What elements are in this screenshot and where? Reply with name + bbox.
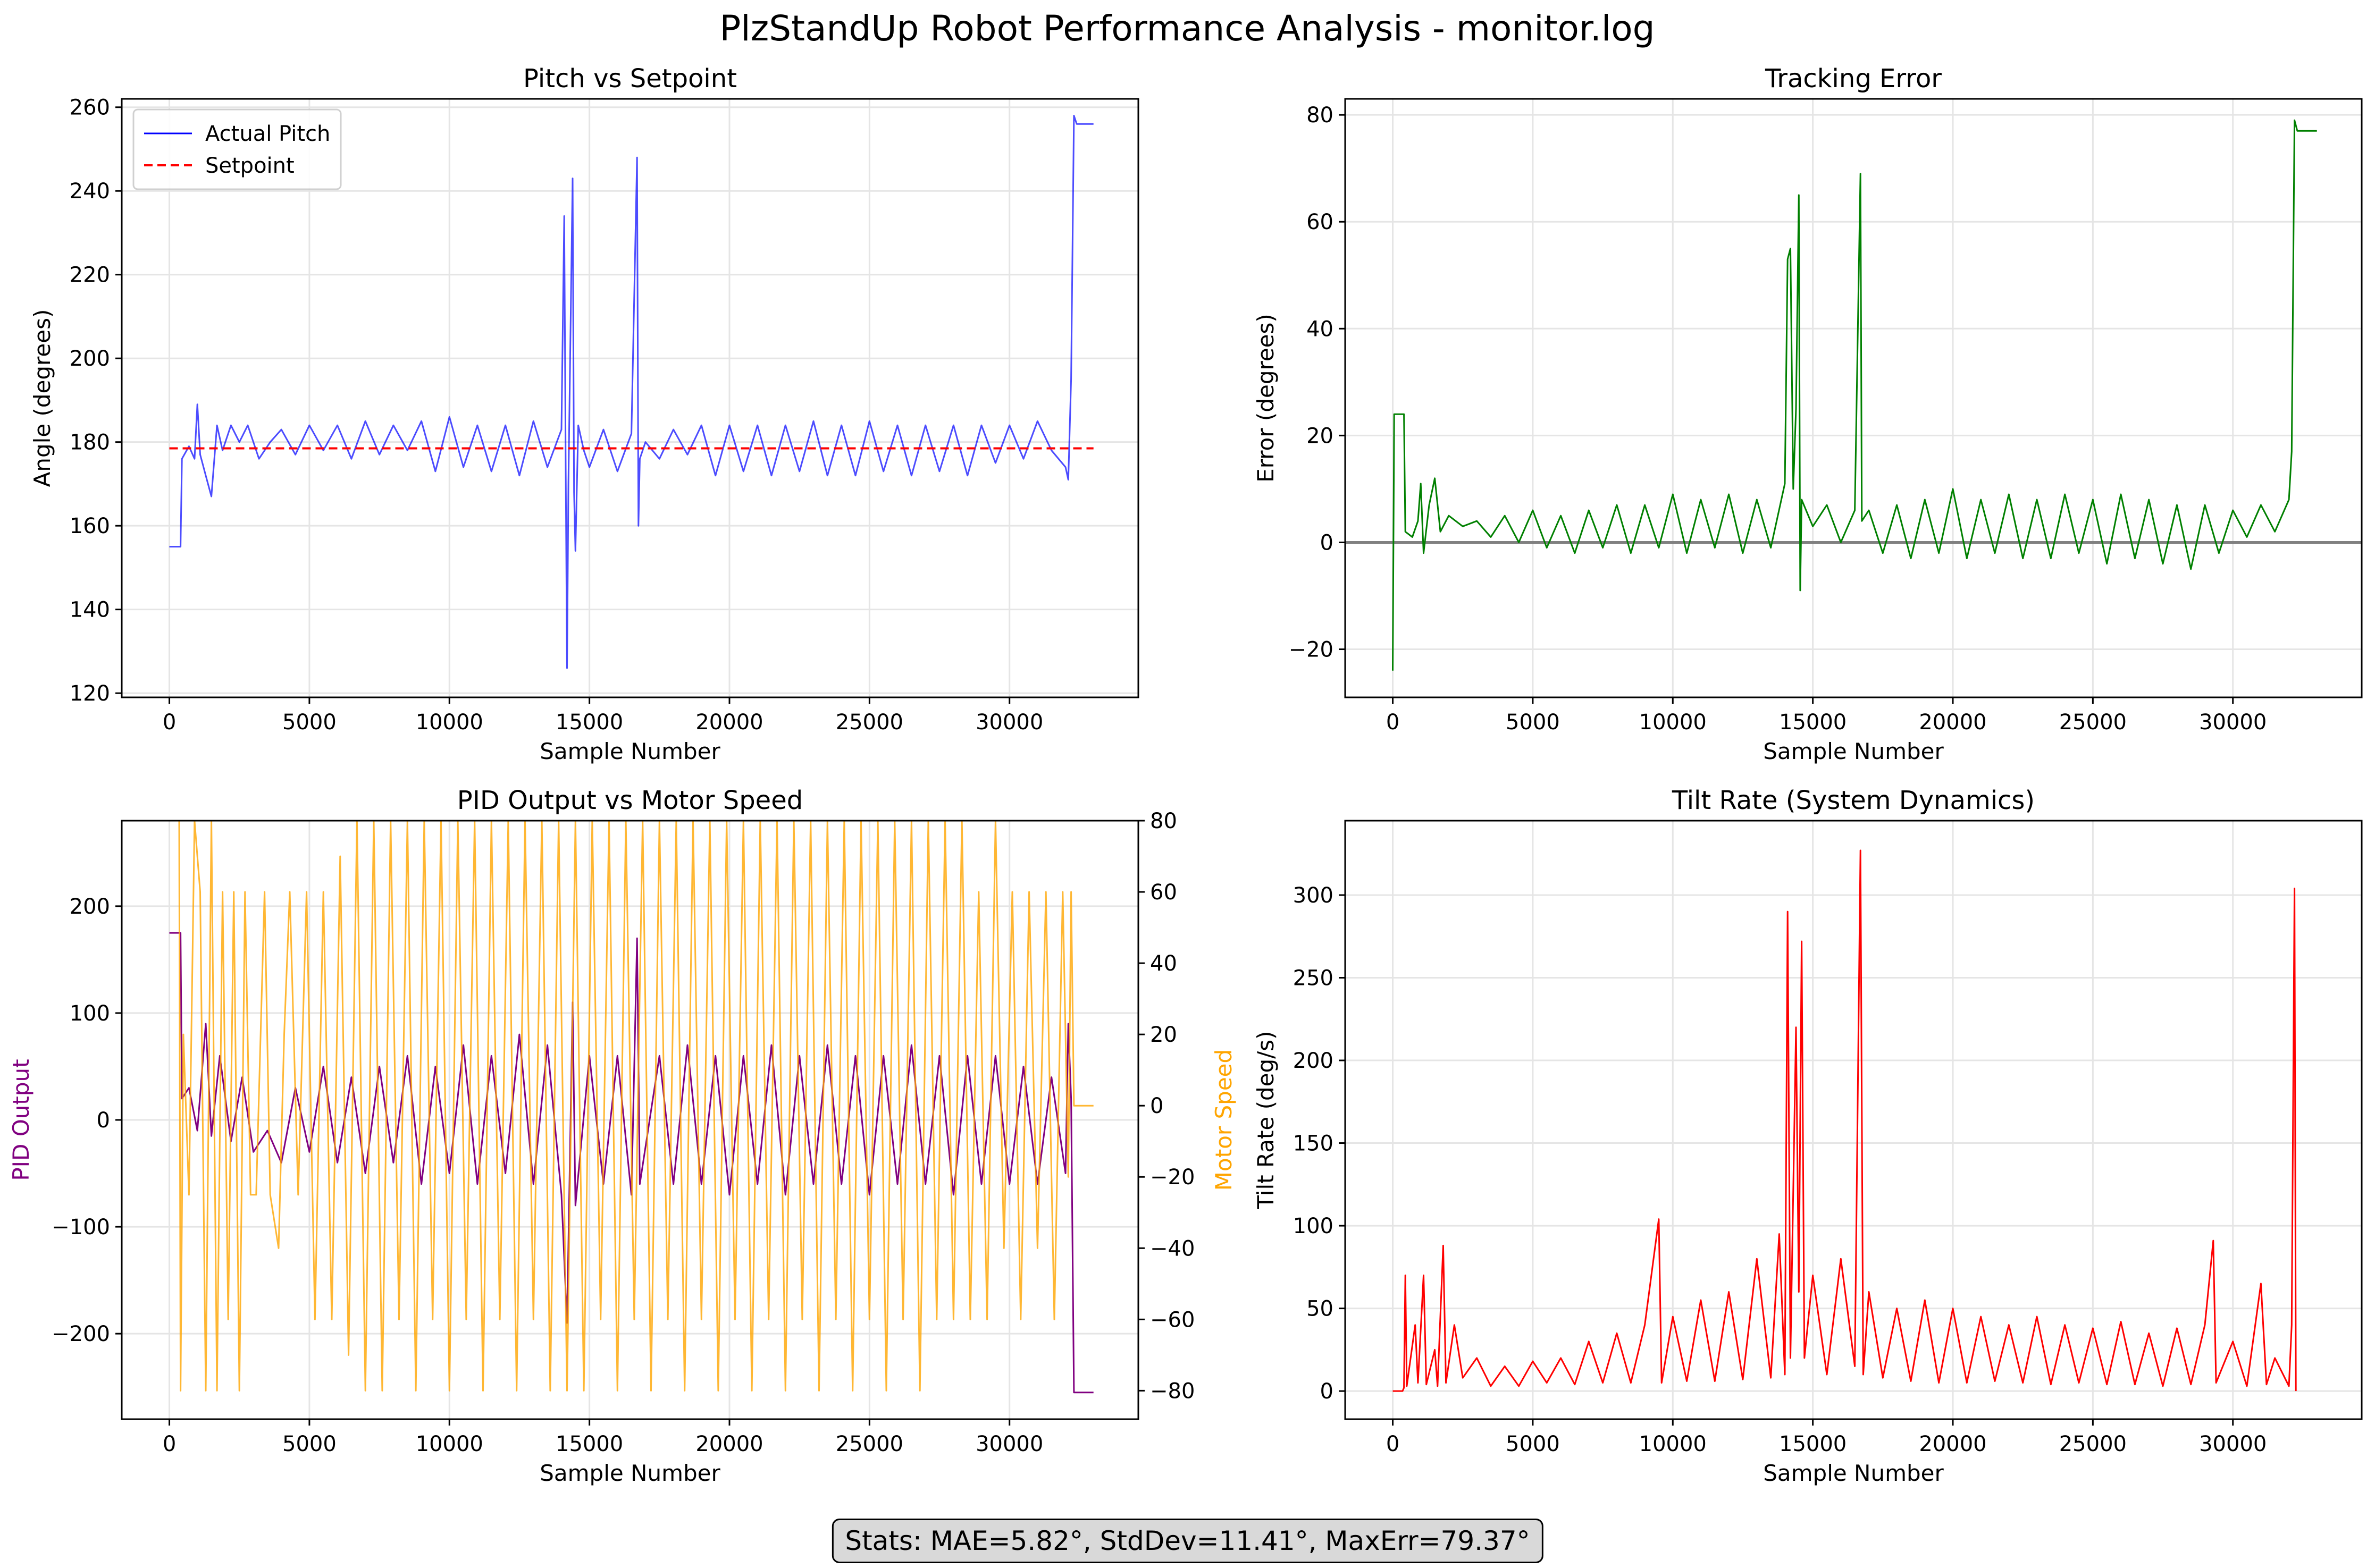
x-tick-label: 5000 bbox=[1506, 1432, 1560, 1456]
x-tick-label: 25000 bbox=[2059, 710, 2127, 735]
y-tick-label: 20 bbox=[1306, 424, 1333, 448]
x-tick-label: 20000 bbox=[1919, 1432, 1986, 1456]
chart-panel-4: 0 5000 10000 15000 20000 25000 30000 0 50 100 150 2… bbox=[1253, 786, 2363, 1486]
x-tick-label: 15000 bbox=[556, 710, 623, 735]
y-tick-label: 100 bbox=[70, 1001, 110, 1026]
x-tick-label: 0 bbox=[163, 1432, 176, 1456]
series-line-3-2 bbox=[169, 820, 1094, 1392]
x-axis-label: Sample Number bbox=[540, 1460, 720, 1486]
plot-frame bbox=[1344, 820, 2363, 1420]
x-tick-label: 25000 bbox=[836, 710, 903, 735]
y-tick-label: 120 bbox=[70, 681, 110, 706]
y-axis-label: PID Output bbox=[8, 1059, 34, 1181]
x-tick-label: 5000 bbox=[1506, 710, 1560, 735]
chart-title: Pitch vs Setpoint bbox=[523, 64, 737, 94]
x-tick-label: 10000 bbox=[1639, 1432, 1707, 1456]
x-tick-label: 20000 bbox=[695, 710, 763, 735]
y-tick-label: 200 bbox=[70, 347, 110, 371]
y2-tick-label: −60 bbox=[1150, 1308, 1195, 1332]
y-tick-label: 0 bbox=[1320, 1379, 1333, 1404]
chart-title: Tracking Error bbox=[1765, 64, 1942, 94]
x-tick-label: 30000 bbox=[976, 1432, 1043, 1456]
y-tick-label: 250 bbox=[1293, 966, 1333, 990]
y-tick-label: −100 bbox=[52, 1215, 110, 1240]
series-line-4-1 bbox=[1392, 849, 2297, 1392]
chart-title: PID Output vs Motor Speed bbox=[457, 786, 803, 815]
y-tick-label: 220 bbox=[70, 263, 110, 288]
x-tick-label: 30000 bbox=[976, 710, 1043, 735]
plot-frame bbox=[1344, 98, 2363, 698]
chart-title: Tilt Rate (System Dynamics) bbox=[1672, 786, 2035, 815]
x-tick-label: 15000 bbox=[1779, 710, 1847, 735]
y-tick-label: 60 bbox=[1306, 210, 1333, 234]
y-tick-label: 160 bbox=[70, 514, 110, 538]
y2-tick-label: −80 bbox=[1150, 1379, 1195, 1403]
y2-tick-label: 20 bbox=[1150, 1023, 1177, 1047]
y-tick-label: 140 bbox=[70, 598, 110, 622]
chart-panel-3: 0 5000 10000 15000 20000 25000 30000−200−10001… bbox=[8, 786, 1237, 1486]
x-tick-label: 10000 bbox=[1639, 710, 1707, 735]
stats-text: Stats: MAE=5.82°, StdDev=11.41°, MaxErr=… bbox=[845, 1525, 1530, 1556]
x-tick-label: 25000 bbox=[2059, 1432, 2127, 1456]
x-axis-label: Sample Number bbox=[1763, 738, 1944, 764]
legend-box bbox=[132, 108, 342, 190]
x-tick-label: 20000 bbox=[695, 1432, 763, 1456]
x-tick-label: 15000 bbox=[556, 1432, 623, 1456]
y-tick-label: 0 bbox=[1320, 530, 1333, 555]
y-tick-label: 150 bbox=[1293, 1132, 1333, 1156]
x-axis-label: Sample Number bbox=[540, 738, 720, 764]
y2-tick-label: 60 bbox=[1150, 880, 1177, 905]
y-tick-label: −20 bbox=[1289, 638, 1333, 662]
series-line-2-1 bbox=[1392, 119, 2317, 671]
y-tick-label: −200 bbox=[52, 1322, 110, 1346]
stats-box: Stats: MAE=5.82°, StdDev=11.41°, MaxErr=… bbox=[832, 1519, 1543, 1563]
y2-tick-label: −20 bbox=[1150, 1165, 1195, 1190]
x-tick-label: 10000 bbox=[416, 1432, 483, 1456]
x-tick-label: 25000 bbox=[836, 1432, 903, 1456]
y-tick-label: 0 bbox=[97, 1108, 110, 1133]
y-tick-label: 40 bbox=[1306, 317, 1333, 341]
x-tick-label: 20000 bbox=[1919, 710, 1986, 735]
chart-panel-1: 0 5000 10000 15000 20000 25000 30000 120 140 160 1… bbox=[29, 64, 1139, 764]
y-tick-label: 180 bbox=[70, 431, 110, 455]
chart-panel-2: 0 5000 10000 15000 20000 25000 30000 −20 0 20 40 60… bbox=[1253, 64, 2363, 764]
y-axis-label: Tilt Rate (deg/s) bbox=[1253, 1031, 1279, 1209]
y2-tick-label: 0 bbox=[1150, 1094, 1163, 1118]
y-tick-label: 100 bbox=[1293, 1214, 1333, 1238]
legend-label: Actual Pitch bbox=[205, 122, 330, 146]
series-line-1-1 bbox=[169, 115, 1094, 669]
y2-tick-label: −40 bbox=[1150, 1236, 1195, 1261]
y2-tick-label: 40 bbox=[1150, 951, 1177, 976]
y-tick-label: 260 bbox=[70, 96, 110, 120]
x-tick-label: 0 bbox=[1386, 710, 1399, 735]
y-axis-label: Angle (degrees) bbox=[29, 309, 55, 487]
series-line-3-1 bbox=[169, 932, 1094, 1394]
x-tick-label: 15000 bbox=[1779, 1432, 1847, 1456]
figure-title: PlzStandUp Robot Performance Analysis - … bbox=[720, 8, 1655, 49]
y-tick-label: 200 bbox=[70, 895, 110, 919]
x-tick-label: 30000 bbox=[2199, 710, 2267, 735]
y-tick-label: 200 bbox=[1293, 1049, 1333, 1073]
y-tick-label: 80 bbox=[1306, 103, 1333, 128]
x-axis-label: Sample Number bbox=[1763, 1460, 1944, 1486]
y-tick-label: 240 bbox=[70, 179, 110, 204]
x-tick-label: 10000 bbox=[416, 710, 483, 735]
y2-axis-label: Motor Speed bbox=[1211, 1049, 1237, 1191]
y-tick-label: 50 bbox=[1306, 1297, 1333, 1321]
y2-tick-label: 80 bbox=[1150, 809, 1177, 833]
legend: Actual Pitch Setpoint bbox=[132, 108, 342, 190]
y-axis-label: Error (degrees) bbox=[1253, 314, 1279, 483]
x-tick-label: 0 bbox=[1386, 1432, 1399, 1456]
x-tick-label: 0 bbox=[163, 710, 176, 735]
plot-frame bbox=[121, 98, 1139, 698]
x-tick-label: 5000 bbox=[282, 1432, 337, 1456]
y-tick-label: 300 bbox=[1293, 883, 1333, 908]
x-tick-label: 30000 bbox=[2199, 1432, 2267, 1456]
chart-panels: 0 5000 10000 15000 20000 25000 300001201401601… bbox=[8, 64, 2363, 1486]
legend-label: Setpoint bbox=[205, 154, 295, 178]
x-tick-label: 5000 bbox=[282, 710, 337, 735]
